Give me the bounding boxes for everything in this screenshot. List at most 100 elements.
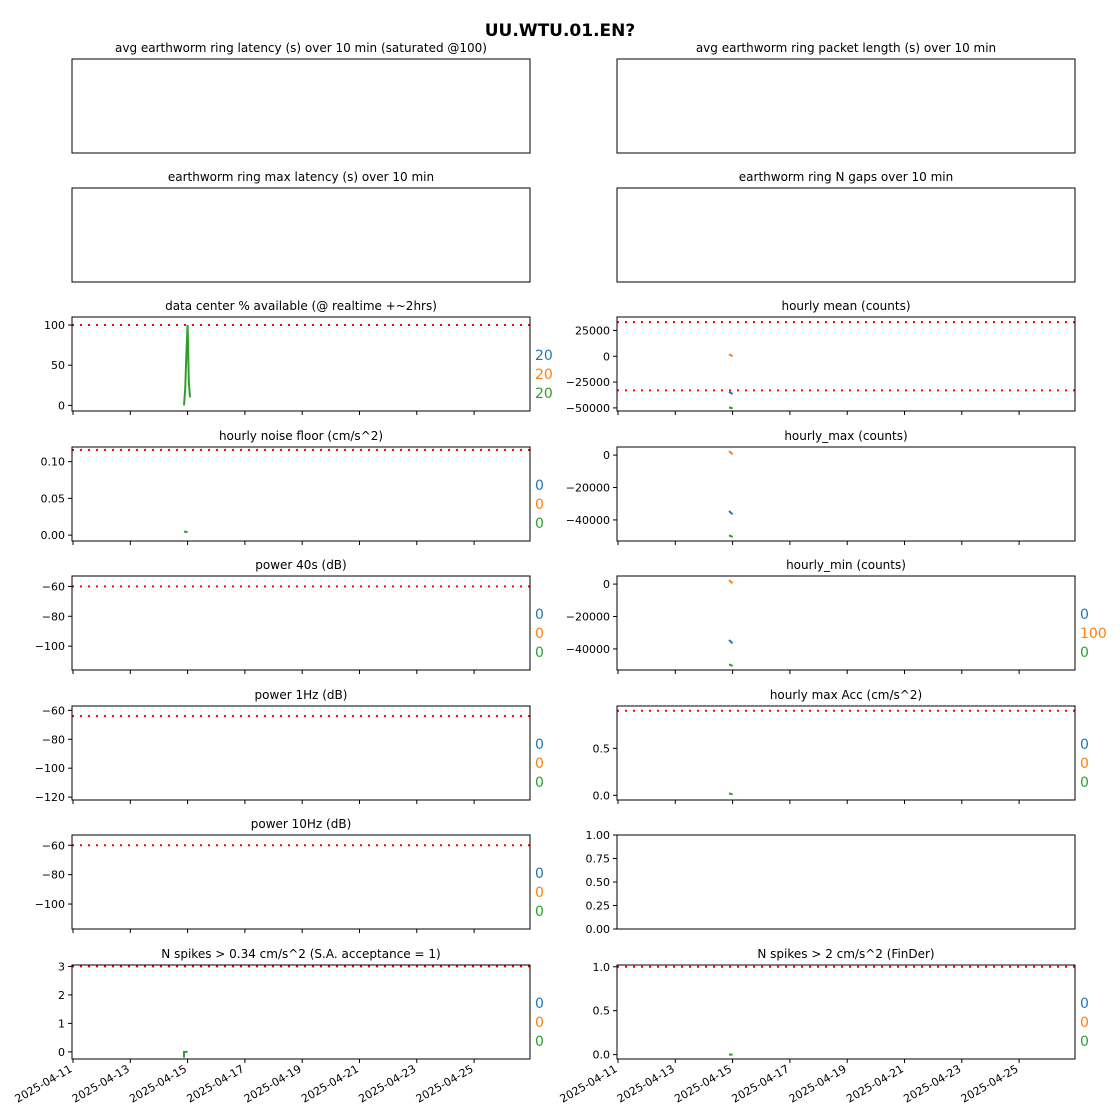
count-label: 0 xyxy=(535,775,544,791)
y-tick-label: −60 xyxy=(42,839,65,852)
y-tick-label: −20000 xyxy=(566,611,610,624)
x-tick-label: 2025-04-13 xyxy=(615,1062,677,1105)
count-label: 0 xyxy=(1080,1015,1089,1031)
subplot-title: hourly_min (counts) xyxy=(786,558,906,572)
subplot-0: avg earthworm ring latency (s) over 10 m… xyxy=(71,41,531,154)
y-tick-label: 0.0 xyxy=(593,1049,611,1062)
count-label: 0 xyxy=(1080,607,1089,623)
count-label: 0 xyxy=(1080,1034,1089,1050)
subplot-title: data center % available (@ realtime +~2h… xyxy=(165,299,437,313)
count-label: 0 xyxy=(535,866,544,882)
x-tick-label: 2025-04-19 xyxy=(242,1062,304,1105)
x-tick-label: 2025-04-21 xyxy=(299,1062,361,1105)
y-tick-label: 0.00 xyxy=(586,923,611,936)
count-label: 20 xyxy=(535,386,553,402)
plot-frame xyxy=(71,964,531,1060)
plot-frame xyxy=(71,187,531,283)
count-label: 0 xyxy=(1080,645,1089,661)
y-tick-label: −80 xyxy=(42,733,65,746)
count-label: 0 xyxy=(535,1015,544,1031)
count-label: 0 xyxy=(535,756,544,772)
subplot-3: earthworm ring N gaps over 10 min xyxy=(616,170,1076,283)
count-label: 0 xyxy=(535,478,544,494)
plot-frame xyxy=(71,446,531,542)
x-tick-label: 2025-04-25 xyxy=(959,1062,1021,1105)
x-tick-label: 2025-04-13 xyxy=(70,1062,132,1105)
series-line xyxy=(728,406,733,410)
subplot-12: power 10Hz (dB) −100 −80 −60 0 0 0 xyxy=(35,817,544,933)
plot-frame xyxy=(616,964,1076,1060)
y-tick-label: 0.05 xyxy=(41,492,66,505)
plot-frame xyxy=(71,575,531,671)
subplot-4: data center % available (@ realtime +~2h… xyxy=(44,299,553,415)
count-label: 0 xyxy=(1080,756,1089,772)
series-line xyxy=(728,663,734,667)
series-line xyxy=(728,353,734,358)
count-label: 0 xyxy=(535,645,544,661)
subplot-title: avg earthworm ring packet length (s) ove… xyxy=(696,41,996,55)
x-tick-label: 2025-04-23 xyxy=(901,1062,963,1105)
series-line xyxy=(728,579,734,585)
series-line xyxy=(183,1050,188,1058)
y-tick-label: 0.5 xyxy=(593,742,611,755)
count-label: 0 xyxy=(535,904,544,920)
y-tick-label: 0 xyxy=(58,399,65,412)
y-tick-label: 1 xyxy=(58,1017,65,1030)
subplot-6: hourly noise floor (cm/s^2) 0.00 0.05 0.10 0… xyxy=(41,429,544,545)
subplot-15: N spikes > 2 cm/s^2 (FinDer) 0.0 0.5 1.0 202… xyxy=(558,947,1089,1106)
y-tick-label: 0.75 xyxy=(586,853,611,866)
count-label: 20 xyxy=(535,367,553,383)
y-tick-label: 50 xyxy=(51,359,65,372)
figure-title: UU.WTU.01.EN? xyxy=(485,21,636,41)
x-tick-label: 2025-04-11 xyxy=(558,1062,620,1105)
subplot-10: power 1Hz (dB) −120 −100 −80 −60 0 0 0 xyxy=(35,688,544,804)
count-label: 20 xyxy=(535,348,553,364)
series-line xyxy=(728,391,734,395)
series-line xyxy=(728,792,733,796)
subplot-13: 0.00 0.25 0.50 0.75 1.00 xyxy=(586,829,1076,936)
y-tick-label: 2 xyxy=(58,989,65,1002)
subplot-title: earthworm ring N gaps over 10 min xyxy=(739,170,953,184)
y-tick-label: −40000 xyxy=(566,514,610,527)
y-tick-label: −60 xyxy=(42,704,65,717)
y-tick-label: −80 xyxy=(42,610,65,623)
count-label: 0 xyxy=(535,516,544,532)
plot-frame xyxy=(71,316,531,412)
count-label: 0 xyxy=(1080,737,1089,753)
subplot-title: avg earthworm ring latency (s) over 10 m… xyxy=(115,41,487,55)
plot-frame xyxy=(616,575,1076,671)
plot-frame xyxy=(71,834,531,930)
count-label: 0 xyxy=(1080,775,1089,791)
subplot-1: avg earthworm ring packet length (s) ove… xyxy=(616,41,1076,154)
subplot-7: hourly_max (counts) −40000 −20000 0 xyxy=(566,429,1076,545)
count-label: 0 xyxy=(535,607,544,623)
count-label: 0 xyxy=(535,996,544,1012)
plot-frame xyxy=(616,58,1076,154)
y-tick-label: −60 xyxy=(42,580,65,593)
y-tick-label: −100 xyxy=(35,762,65,775)
y-tick-label: 1.0 xyxy=(593,961,611,974)
y-tick-label: 0 xyxy=(603,350,610,363)
subplot-title: earthworm ring max latency (s) over 10 m… xyxy=(168,170,434,184)
y-tick-label: 3 xyxy=(58,960,65,973)
y-tick-label: −100 xyxy=(35,898,65,911)
y-tick-label: −25000 xyxy=(566,376,610,389)
y-tick-label: 0 xyxy=(603,449,610,462)
series-line xyxy=(728,534,734,538)
series-line xyxy=(183,324,191,406)
subplot-title: power 40s (dB) xyxy=(255,558,346,572)
y-tick-label: 0 xyxy=(58,1046,65,1059)
y-tick-label: −100 xyxy=(35,640,65,653)
y-tick-label: 0.25 xyxy=(586,900,611,913)
y-tick-label: −80 xyxy=(42,869,65,882)
y-tick-label: 1.00 xyxy=(586,829,611,842)
y-tick-label: 0.5 xyxy=(593,1005,611,1018)
x-tick-label: 2025-04-17 xyxy=(185,1062,247,1105)
y-tick-label: 0.10 xyxy=(41,456,66,469)
plot-frame xyxy=(71,705,531,801)
y-tick-label: −40000 xyxy=(566,643,610,656)
y-tick-label: 0.50 xyxy=(586,876,611,889)
series-line xyxy=(728,450,734,456)
subplot-title: power 10Hz (dB) xyxy=(251,817,352,831)
x-tick-label: 2025-04-23 xyxy=(356,1062,418,1105)
